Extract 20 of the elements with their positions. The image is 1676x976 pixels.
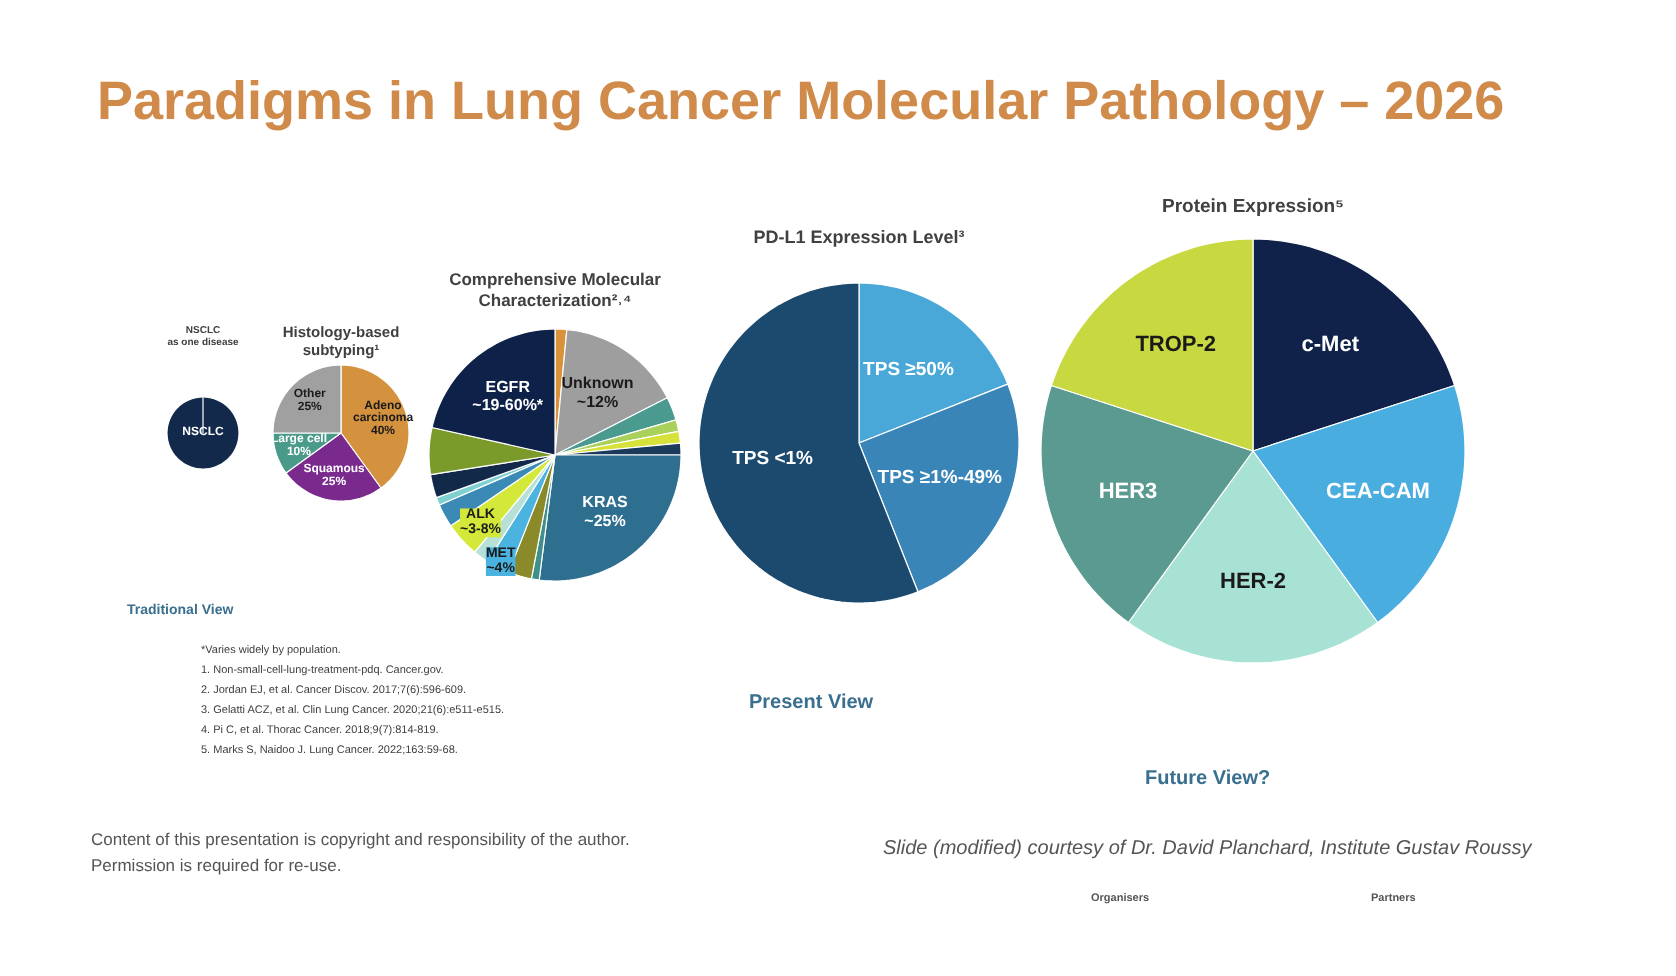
chart-title: Protein Expression⁵ [1161, 196, 1345, 218]
chart-title: Comprehensive Molecular Characterization²˒⁴ [449, 268, 663, 310]
text: Permission is required for re-use. [91, 855, 342, 875]
slice-label: TROP-2 [1135, 332, 1217, 357]
text: Present View [749, 692, 874, 714]
text: Content of this presentation is copyright and responsibility of the author. [91, 829, 630, 849]
slice-label: HER3 [1098, 479, 1158, 504]
slice-label: TPS <1% [732, 448, 815, 471]
chart-title: PD-L1 Expression Level³ [753, 227, 965, 247]
slice-label: TPS ≥1%-49% [877, 466, 1004, 489]
slice-label: Unknown ~12% [561, 374, 634, 411]
slice-label: c-Met [1301, 332, 1360, 357]
slice-label: CEA-CAM [1326, 479, 1430, 504]
text: Future View? [1145, 768, 1271, 790]
slice-label: KRAS ~25% [582, 493, 629, 531]
slice-label: HER-2 [1219, 570, 1287, 595]
text: Slide (modified) courtesy of Dr. David Planchard, Institute Gustav Roussy [883, 838, 1534, 860]
slice-label: EGFR ~19-60%* [472, 377, 545, 415]
text: Paradigms in Lung Cancer Molecular Pathology – 2026 [97, 71, 1505, 131]
slice-label: TPS ≥50% [863, 359, 955, 382]
